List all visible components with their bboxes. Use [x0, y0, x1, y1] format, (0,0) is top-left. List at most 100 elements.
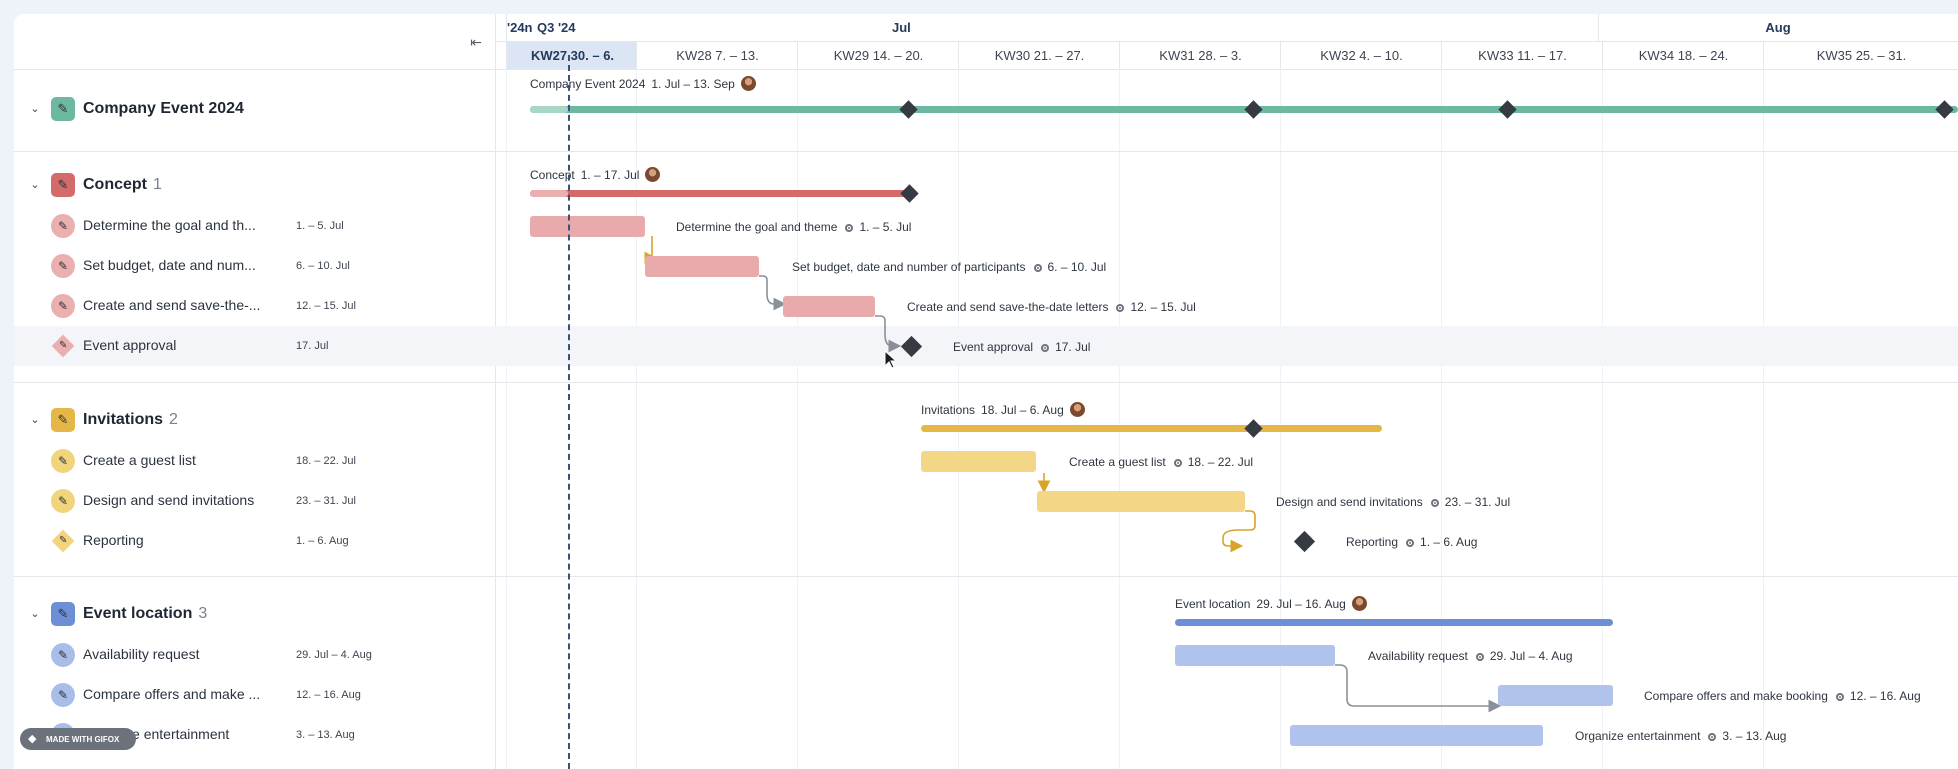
label-range: 23. – 31. Jul [1444, 495, 1511, 509]
task-date: 3. – 13. Aug [296, 729, 355, 741]
project-bar-label: Company Event 2024 1. Jul – 13. Sep [530, 76, 756, 91]
task-bar[interactable] [1175, 645, 1335, 666]
label-range: 18. Jul – 6. Aug [981, 403, 1064, 417]
task-bar-label: Compare offers and make booking 12. – 16.… [1644, 689, 1921, 703]
avatar[interactable] [740, 76, 756, 91]
group-bar-invitations[interactable] [921, 425, 1382, 432]
panel-divider [495, 69, 496, 769]
group-name-invitations[interactable]: Invitations 2 [83, 411, 178, 429]
pencil-icon: ✎ [51, 294, 75, 318]
task-bar-label: Reporting 1. – 6. Aug [1346, 535, 1477, 549]
chevron-down-icon[interactable]: ⌄ [30, 179, 40, 191]
project-bar-elapsed [530, 106, 568, 113]
label-range: 1. – 6. Aug [1420, 535, 1478, 549]
status-circle-icon [1041, 344, 1050, 352]
task-bar-label: Create a guest list 18. – 22. Jul [1069, 455, 1253, 469]
week-kw27[interactable]: KW27 30. – 6. [507, 42, 637, 69]
week-kw32[interactable]: KW32 4. – 10. [1280, 42, 1442, 69]
chevron-down-icon[interactable]: ⌄ [30, 414, 40, 426]
label-range: 1. Jul – 13. Sep [651, 77, 735, 91]
label-range: 1. – 17. Jul [580, 168, 640, 182]
week-kw35[interactable]: KW35 25. – 31. [1763, 42, 1958, 69]
week-kw33[interactable]: KW33 11. – 17. [1441, 42, 1603, 69]
pencil-icon: ✎ [51, 602, 75, 626]
mouse-cursor-icon [884, 350, 898, 369]
group-label: Event location [83, 605, 193, 622]
group-bar-event-location[interactable] [1175, 619, 1613, 626]
task-list-header: ⇤ [14, 14, 496, 70]
week-kw30[interactable]: KW30 21. – 27. [958, 42, 1120, 69]
dependency-arrow [644, 236, 658, 265]
label-range: 1. – 5. Jul [859, 220, 912, 234]
label-name: Company Event 2024 [530, 77, 646, 91]
pencil-icon: ✎ [51, 449, 75, 473]
dependency-arrow [759, 275, 787, 311]
grid-line [1602, 69, 1603, 769]
label-name: Design and send invitations [1276, 495, 1423, 509]
label-range: 29. Jul – 16. Aug [1256, 597, 1346, 611]
label-name: Compare offers and make booking [1644, 689, 1828, 703]
gantt-app: ⇤ '24n Q3 '24 Jul Aug KW27 30. – 6. KW28… [14, 14, 1958, 769]
status-circle-icon [1406, 539, 1415, 547]
grid-line [1441, 69, 1442, 769]
status-circle-icon [1033, 264, 1042, 272]
group-name-concept[interactable]: Concept 1 [83, 176, 162, 194]
week-kw28[interactable]: KW28 7. – 13. [636, 42, 798, 69]
chevron-down-icon[interactable]: ⌄ [30, 103, 40, 115]
project-bar[interactable] [530, 106, 1958, 113]
pencil-icon: ✎ [51, 97, 75, 121]
label-name: Determine the goal and theme [676, 220, 838, 234]
grid-line [636, 69, 637, 769]
task-bar[interactable] [1290, 725, 1543, 746]
group-separator [14, 576, 1958, 577]
grid-line [1119, 69, 1120, 769]
highlighted-row [14, 326, 1958, 366]
grid-line [1763, 69, 1764, 769]
task-bar-label: Availability request 29. Jul – 4. Aug [1368, 649, 1573, 663]
week-kw34[interactable]: KW34 18. – 24. [1602, 42, 1764, 69]
task-bar[interactable] [645, 256, 759, 277]
header-label-month-jul: Jul [892, 20, 911, 35]
label-range: 29. Jul – 4. Aug [1489, 649, 1573, 663]
label-range: 6. – 10. Jul [1047, 260, 1107, 274]
watermark-text: MADE WITH GIFOX [46, 735, 120, 744]
task-date: 29. Jul – 4. Aug [296, 649, 372, 661]
pencil-icon: ✎ [51, 173, 75, 197]
avatar[interactable] [1069, 402, 1085, 417]
task-bar[interactable] [921, 451, 1036, 472]
dependency-arrow [875, 315, 902, 353]
task-bar[interactable] [530, 216, 645, 237]
status-circle-icon [1430, 499, 1439, 507]
collapse-left-icon[interactable]: ⇤ [470, 34, 482, 50]
label-name: Event approval [953, 340, 1034, 354]
label-name: Event location [1175, 597, 1251, 611]
week-kw31[interactable]: KW31 28. – 3. [1119, 42, 1281, 69]
task-date: 18. – 22. Jul [296, 455, 356, 467]
pencil-icon: ✎ [51, 254, 75, 278]
avatar[interactable] [1351, 596, 1367, 611]
fox-icon: ◆ [28, 733, 37, 745]
status-circle-icon [1173, 459, 1182, 467]
group-label: Concept [83, 176, 147, 193]
chevron-down-icon[interactable]: ⌄ [30, 608, 40, 620]
group-label: Invitations [83, 411, 164, 428]
avatar[interactable] [645, 167, 661, 182]
task-date: 12. – 16. Aug [296, 689, 361, 701]
task-bar[interactable] [783, 296, 875, 317]
dependency-arrow [1335, 664, 1502, 713]
label-name: Invitations [921, 403, 976, 417]
label-name: Concept [530, 168, 575, 182]
group-name-event-location[interactable]: Event location 3 [83, 605, 207, 623]
dependency-arrow [1222, 510, 1256, 553]
task-bar-label: Event approval 17. Jul [953, 340, 1090, 354]
pencil-icon: ✎ [51, 683, 75, 707]
dependency-arrows [644, 236, 1502, 713]
label-range: 12. – 15. Jul [1130, 300, 1196, 314]
week-kw29[interactable]: KW29 14. – 20. [797, 42, 959, 69]
task-bar[interactable] [1498, 685, 1613, 706]
group-bar-concept[interactable] [530, 190, 912, 197]
label-range: 12. – 16. Aug [1849, 689, 1921, 703]
project-name[interactable]: Company Event 2024 [83, 100, 244, 117]
label-name: Reporting [1346, 535, 1399, 549]
task-bar[interactable] [1037, 491, 1245, 512]
